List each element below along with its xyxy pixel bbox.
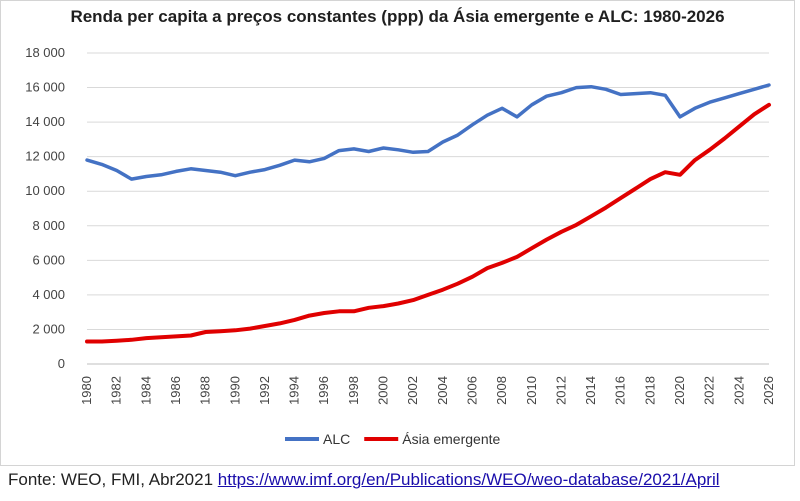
grid-lines [87, 52, 769, 365]
x-tick-label: 2004 [435, 376, 450, 405]
x-tick-label: 2020 [672, 376, 687, 405]
y-tick-label: 16 000 [25, 80, 65, 95]
x-tick-label: 1982 [109, 376, 124, 405]
x-tick-label: 1980 [79, 376, 94, 405]
legend-label-0: ALC [323, 431, 350, 447]
chart-frame [0, 0, 795, 466]
x-tick-label: 2014 [583, 376, 598, 405]
x-tick-label: 2018 [642, 376, 657, 405]
series-line-0 [85, 83, 771, 181]
x-tick-label: 2024 [731, 376, 746, 405]
x-axis: 1980 1982 1984 1986 1988 1990 1992 1994 1996 1998… [79, 376, 776, 405]
x-tick-label: 1986 [168, 376, 183, 405]
x-tick-label: 1996 [316, 376, 331, 405]
x-tick-label: 2026 [761, 376, 776, 405]
x-tick-label: 1990 [227, 376, 242, 405]
x-tick-label: 1992 [257, 376, 272, 405]
x-tick-label: 2008 [494, 376, 509, 405]
series-lines [85, 83, 771, 344]
x-tick-label: 2002 [405, 376, 420, 405]
y-tick-label: 4 000 [32, 287, 65, 302]
y-tick-label: 8 000 [32, 218, 65, 233]
series-line-1 [85, 102, 771, 344]
line-chart: 0 2 000 4 000 6 000 8 000 10 000 12 000 14 000 1… [25, 45, 776, 447]
x-tick-label: 2022 [702, 376, 717, 405]
y-tick-label: 18 000 [25, 45, 65, 60]
x-tick-label: 1988 [198, 376, 213, 405]
y-tick-label: 6 000 [32, 252, 65, 267]
legend: ALC Ásia emergente [285, 431, 501, 447]
chart-title: Renda per capita a preços constantes (pp… [70, 7, 725, 26]
source-link[interactable]: https://www.imf.org/en/Publications/WEO/… [217, 470, 720, 489]
x-tick-label: 2010 [524, 376, 539, 405]
y-tick-label: 12 000 [25, 149, 65, 164]
y-tick-label: 14 000 [25, 114, 65, 129]
y-tick-label: 2 000 [32, 321, 65, 336]
source-text: Fonte: WEO, FMI, Abr2021 [8, 470, 214, 489]
x-tick-label: 1984 [138, 376, 153, 405]
y-tick-label: 0 [58, 356, 65, 371]
y-axis: 0 2 000 4 000 6 000 8 000 10 000 12 000 14 000 1… [25, 45, 65, 371]
x-tick-label: 1998 [346, 376, 361, 405]
legend-label-1: Ásia emergente [402, 431, 500, 447]
x-tick-label: 2016 [613, 376, 628, 405]
x-tick-label: 2006 [464, 376, 479, 405]
x-tick-label: 1994 [287, 376, 302, 405]
x-tick-label: 2000 [376, 376, 391, 405]
source-footer: Fonte: WEO, FMI, Abr2021 https://www.imf… [8, 470, 720, 490]
x-tick-label: 2012 [553, 376, 568, 405]
y-tick-label: 10 000 [25, 183, 65, 198]
